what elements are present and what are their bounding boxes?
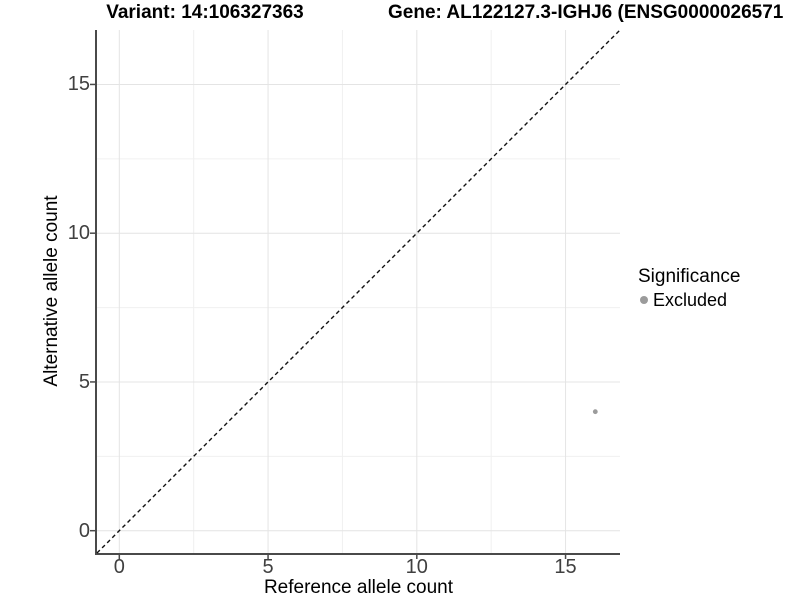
y-axis-title: Alternative allele count bbox=[41, 195, 62, 387]
data-point bbox=[592, 409, 598, 415]
x-tick-label: 10 bbox=[405, 556, 428, 578]
legend-title: Significance bbox=[638, 266, 741, 287]
gene-title: Gene: AL122127.3-IGHJ6 (ENSG0000026571 bbox=[388, 2, 784, 23]
y-tick-label: 0 bbox=[78, 519, 90, 542]
x-tick-label: 15 bbox=[554, 556, 577, 578]
x-tick-label: 0 bbox=[113, 556, 125, 578]
identity-dashed-line bbox=[96, 29, 621, 554]
plot-panel bbox=[90, 29, 621, 559]
legend-item-excluded: Excluded bbox=[638, 288, 740, 312]
excluded-key-dot-icon bbox=[640, 296, 648, 304]
y-tick-label: 5 bbox=[78, 370, 90, 393]
x-axis-title: Reference allele count bbox=[263, 577, 454, 598]
variant-title: Variant: 14:106327363 bbox=[106, 2, 304, 23]
legend-item-label: Excluded bbox=[653, 289, 728, 310]
x-tick-label: 5 bbox=[262, 556, 274, 578]
plot-canvas bbox=[90, 29, 621, 559]
y-tick-label: 10 bbox=[67, 222, 90, 245]
y-tick-label: 15 bbox=[67, 73, 90, 96]
legend: Significance Excluded bbox=[638, 266, 740, 312]
